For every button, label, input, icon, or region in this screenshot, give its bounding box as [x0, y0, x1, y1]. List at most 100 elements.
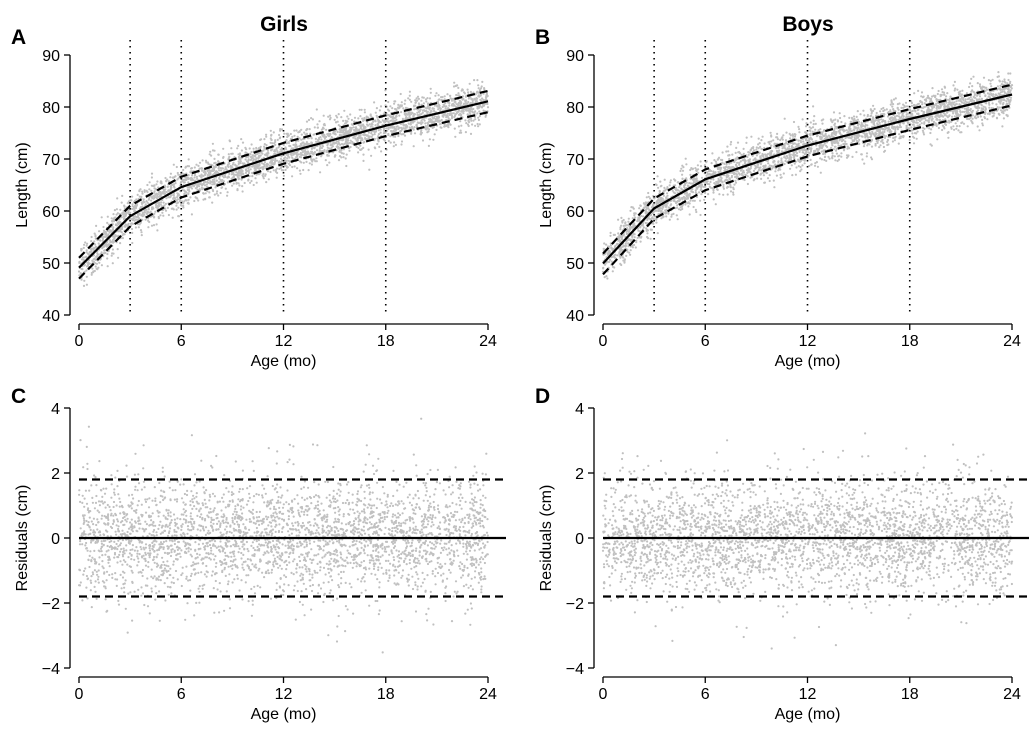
scatter-point [314, 151, 316, 153]
scatter-point [973, 96, 975, 98]
scatter-point [229, 140, 231, 142]
scatter-point [279, 130, 281, 132]
scatter-point [236, 147, 238, 149]
scatter-point [427, 107, 429, 109]
scatter-point [230, 147, 232, 149]
scatter-point [334, 119, 336, 121]
scatter-point [375, 112, 377, 114]
scatter-point [435, 92, 437, 94]
scatter-point [213, 168, 215, 170]
scatter-point [320, 138, 322, 140]
scatter-point [264, 161, 266, 163]
scatter-point [332, 132, 334, 134]
scatter-point [142, 215, 144, 217]
scatter-point [211, 164, 213, 166]
scatter-point [220, 167, 222, 169]
scatter-point [249, 153, 251, 155]
scatter-point [763, 165, 765, 167]
scatter-point [981, 119, 983, 121]
scatter-point [770, 145, 772, 147]
scatter-point [273, 131, 275, 133]
scatter-point [447, 113, 449, 115]
scatter-point [883, 131, 885, 133]
scatter-point [398, 127, 400, 129]
scatter-point [794, 135, 796, 137]
scatter-point [112, 218, 114, 220]
scatter-point [426, 128, 428, 130]
y-tick-label: 90 [42, 48, 60, 65]
scatter-point [153, 224, 155, 226]
scatter-point [431, 122, 433, 124]
scatter-point [238, 178, 240, 180]
scatter-point [235, 171, 237, 173]
scatter-points-b [602, 71, 1013, 280]
scatter-point [160, 203, 162, 205]
scatter-point [892, 137, 894, 139]
scatter-point [986, 118, 988, 120]
scatter-point [617, 219, 619, 221]
scatter-point [185, 199, 187, 201]
scatter-point [131, 232, 133, 234]
scatter-point [834, 119, 836, 121]
scatter-point [209, 164, 211, 166]
scatter-point [982, 124, 984, 126]
scatter-point [106, 222, 108, 224]
scatter-point [442, 106, 444, 108]
scatter-point [955, 128, 957, 130]
scatter-point [196, 186, 198, 188]
scatter-point [118, 223, 120, 225]
scatter-point [267, 170, 269, 172]
scatter-point [750, 172, 752, 174]
scatter-point [767, 177, 769, 179]
scatter-point [452, 98, 454, 100]
scatter-point [1002, 88, 1004, 90]
scatter-point [217, 154, 219, 156]
scatter-point [923, 133, 925, 135]
scatter-point [921, 110, 923, 112]
scatter-point [408, 123, 410, 125]
scatter-point [241, 149, 243, 151]
scatter-point [784, 163, 786, 165]
scatter-point [152, 185, 154, 187]
scatter-point [477, 123, 479, 125]
scatter-point [856, 140, 858, 142]
scatter-point [112, 248, 114, 250]
scatter-point [376, 107, 378, 109]
scatter-point [432, 139, 434, 141]
scatter-point [299, 173, 301, 175]
scatter-point [84, 256, 86, 258]
scatter-point [116, 197, 118, 199]
scatter-point [269, 164, 271, 166]
scatter-point [387, 101, 389, 103]
scatter-point [898, 143, 900, 145]
scatter-point [83, 285, 85, 287]
scatter-point [735, 182, 737, 184]
scatter-point [972, 114, 974, 116]
scatter-point [160, 181, 162, 183]
scatter-point [189, 186, 191, 188]
scatter-point [844, 122, 846, 124]
scatter-point [318, 120, 320, 122]
scatter-point [470, 133, 472, 135]
scatter-point [718, 157, 720, 159]
scatter-point [125, 213, 127, 215]
scatter-point [713, 182, 715, 184]
scatter-point [612, 270, 614, 272]
scatter-point [187, 192, 189, 194]
scatter-point [156, 180, 158, 182]
scatter-point [956, 103, 958, 105]
scatter-point [153, 187, 155, 189]
scatter-point [252, 160, 254, 162]
scatter-point [250, 168, 252, 170]
scatter-point [176, 209, 178, 211]
scatter-point [300, 139, 302, 141]
scatter-point [843, 149, 845, 151]
scatter-point [834, 155, 836, 157]
scatter-point [863, 145, 865, 147]
scatter-point [385, 132, 387, 134]
scatter-point [979, 95, 981, 97]
scatter-point [420, 133, 422, 135]
scatter-point [444, 102, 446, 104]
scatter-point [170, 187, 172, 189]
scatter-point [898, 133, 900, 135]
